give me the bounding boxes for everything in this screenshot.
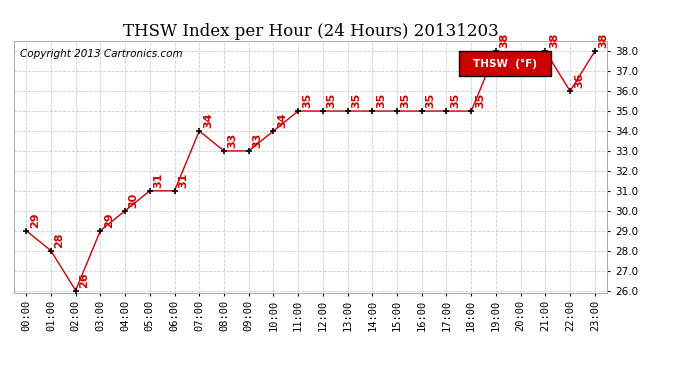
- Text: Copyright 2013 Cartronics.com: Copyright 2013 Cartronics.com: [20, 49, 182, 59]
- Text: 35: 35: [376, 93, 386, 108]
- Text: 33: 33: [228, 133, 237, 148]
- Text: 38: 38: [598, 33, 609, 48]
- Text: 34: 34: [277, 112, 287, 128]
- Text: 35: 35: [450, 93, 460, 108]
- Title: THSW Index per Hour (24 Hours) 20131203: THSW Index per Hour (24 Hours) 20131203: [123, 23, 498, 40]
- Text: 38: 38: [500, 33, 510, 48]
- Text: 35: 35: [351, 93, 362, 108]
- Text: 28: 28: [55, 232, 65, 248]
- Text: 29: 29: [30, 212, 40, 228]
- Text: 26: 26: [79, 272, 89, 288]
- Text: THSW  (°F): THSW (°F): [473, 59, 537, 69]
- Text: 29: 29: [104, 212, 114, 228]
- FancyBboxPatch shape: [459, 51, 551, 76]
- Text: 38: 38: [549, 33, 559, 48]
- Text: 35: 35: [302, 93, 312, 108]
- Text: 31: 31: [178, 172, 188, 188]
- Text: 35: 35: [475, 93, 485, 108]
- Text: 31: 31: [153, 172, 164, 188]
- Text: 37: 37: [524, 53, 534, 68]
- Text: 35: 35: [401, 93, 411, 108]
- Text: 36: 36: [574, 73, 584, 88]
- Text: 33: 33: [253, 133, 262, 148]
- Text: 34: 34: [203, 112, 213, 128]
- Text: 35: 35: [426, 93, 435, 108]
- Text: 35: 35: [326, 93, 337, 108]
- Text: 30: 30: [129, 192, 139, 208]
